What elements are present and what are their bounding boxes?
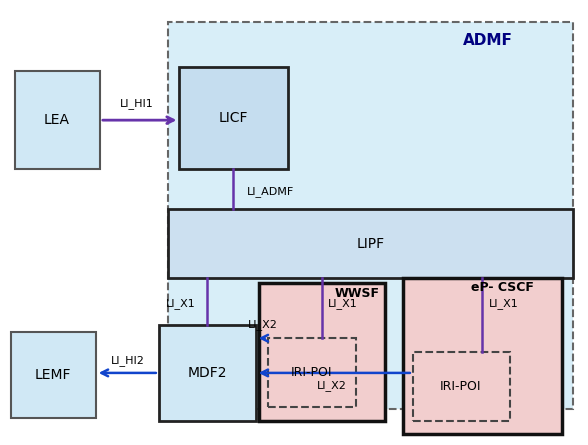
FancyBboxPatch shape — [11, 332, 96, 418]
Text: LIPF: LIPF — [356, 237, 385, 251]
Text: eP- CSCF: eP- CSCF — [472, 280, 534, 294]
FancyBboxPatch shape — [413, 352, 510, 421]
Text: LEA: LEA — [44, 113, 70, 127]
Text: LICF: LICF — [219, 111, 248, 125]
FancyBboxPatch shape — [259, 283, 385, 421]
FancyBboxPatch shape — [268, 338, 356, 407]
FancyBboxPatch shape — [168, 22, 573, 409]
Text: LI_X1: LI_X1 — [328, 298, 358, 309]
Text: LI_HI1: LI_HI1 — [119, 98, 153, 109]
FancyBboxPatch shape — [159, 325, 256, 421]
Text: LI_X2: LI_X2 — [248, 319, 278, 330]
Text: LI_HI2: LI_HI2 — [111, 355, 145, 366]
Text: MDF2: MDF2 — [187, 366, 227, 380]
FancyBboxPatch shape — [403, 278, 562, 434]
Text: LI_ADMF: LI_ADMF — [247, 186, 294, 197]
Text: LEMF: LEMF — [35, 368, 71, 382]
Text: LI_X2: LI_X2 — [318, 380, 347, 392]
Text: IRI-POI: IRI-POI — [291, 366, 332, 379]
Text: WWSF: WWSF — [335, 287, 380, 300]
Text: LI_X1: LI_X1 — [166, 298, 196, 309]
FancyBboxPatch shape — [168, 209, 573, 278]
Text: ADMF: ADMF — [463, 32, 513, 48]
Text: LI_X1: LI_X1 — [489, 298, 519, 309]
FancyBboxPatch shape — [179, 67, 288, 169]
FancyBboxPatch shape — [15, 71, 100, 169]
Text: IRI-POI: IRI-POI — [440, 380, 482, 393]
